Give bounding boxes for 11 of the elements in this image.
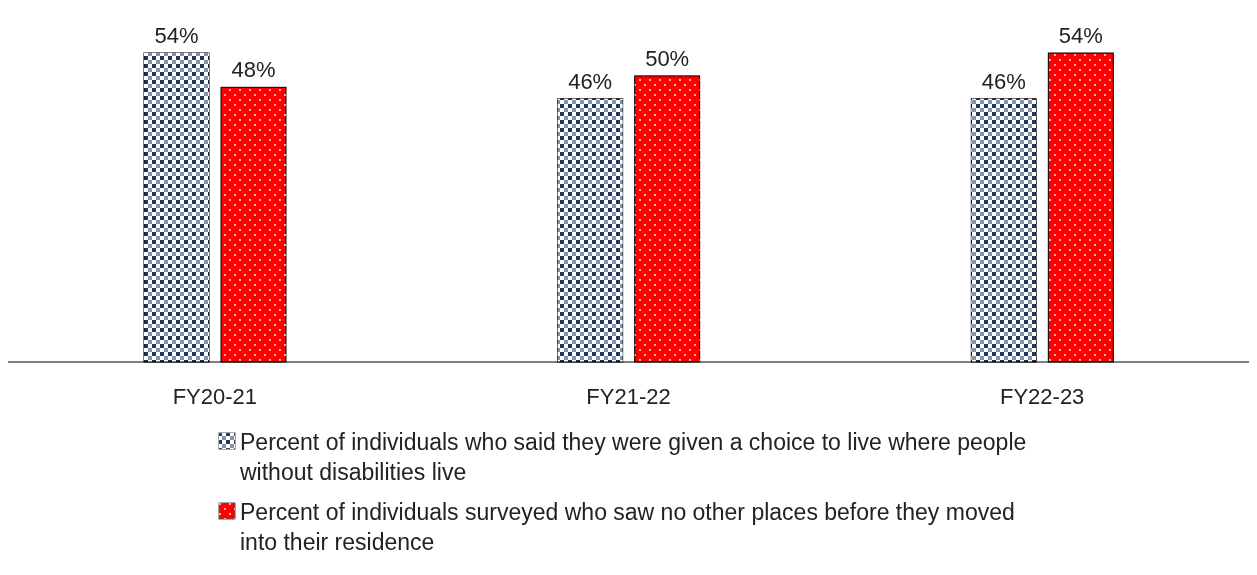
data-label: 54%: [1058, 23, 1103, 48]
data-label: 46%: [568, 68, 613, 94]
x-tick-label: FY20-21: [172, 383, 258, 409]
legend-label: Percent of individuals surveyed who saw no other places before they moved into their residence: [240, 498, 1016, 557]
x-tick-label: FY21-22: [586, 383, 671, 409]
data-label: 48%: [231, 57, 276, 83]
x-tick-label: FY22-23: [999, 383, 1085, 409]
legend-label: Percent of individuals who said they were given a choice to live where people without disabilities live: [240, 428, 1028, 487]
data-label: 46%: [981, 68, 1026, 94]
data-label: 50%: [645, 45, 690, 71]
data-label: 54%: [154, 23, 199, 48]
